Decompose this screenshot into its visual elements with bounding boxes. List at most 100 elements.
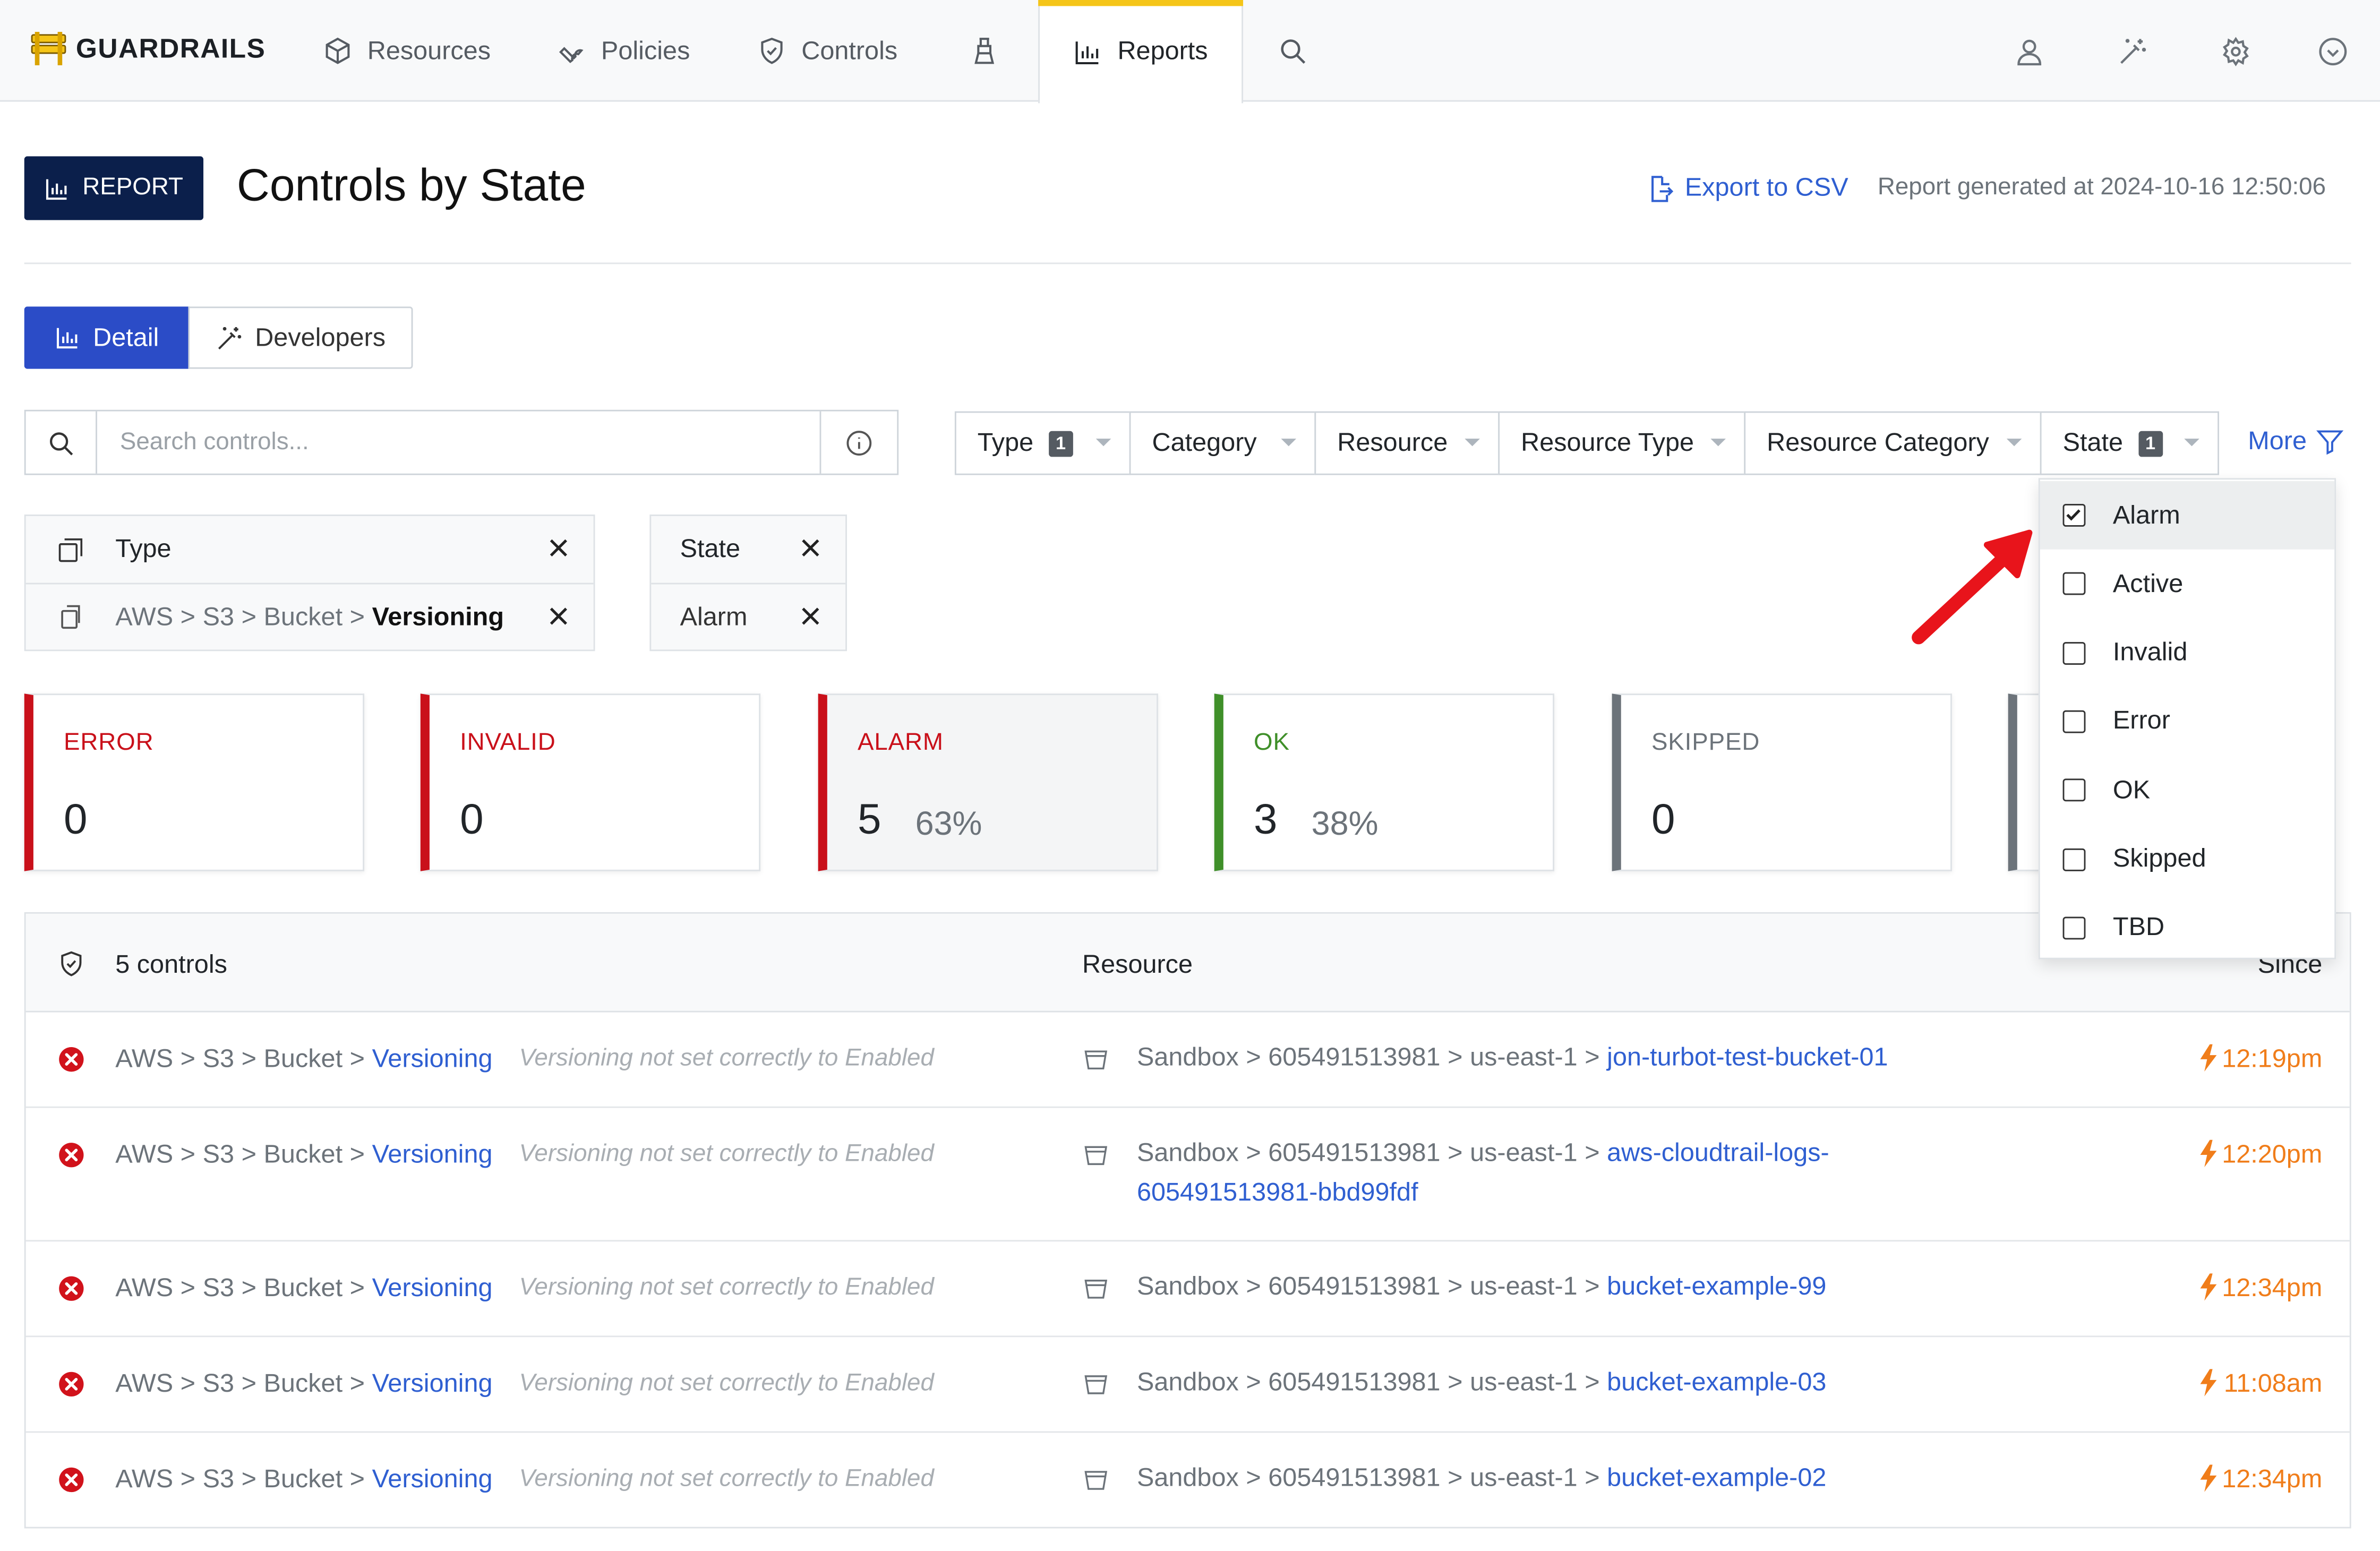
state-option-tbd[interactable]: TBD [2040, 894, 2335, 962]
detail-view-button[interactable]: Detail [24, 306, 190, 369]
state-option-alarm[interactable]: Alarm [2040, 481, 2335, 550]
card-error[interactable]: ERROR 0 [24, 693, 365, 871]
checkbox-icon[interactable] [2062, 641, 2086, 664]
checkbox-icon[interactable] [2062, 778, 2086, 802]
nav-policies-label: Policies [601, 36, 690, 65]
developers-view-button[interactable]: Developers [188, 306, 413, 369]
nav-search[interactable] [1278, 0, 1307, 102]
table-row[interactable]: AWS > S3 > Bucket > Versioning Versioning… [26, 1433, 2350, 1528]
control-type-breadcrumb: AWS > S3 > Bucket > Versioning [115, 1369, 492, 1399]
control-type-link[interactable]: Versioning [372, 1139, 493, 1169]
info-icon[interactable] [819, 411, 897, 474]
table-row[interactable]: AWS > S3 > Bucket > Versioning Versioning… [25, 1337, 2350, 1433]
table-row[interactable]: AWS > S3 > Bucket > Versioning Versioning… [25, 1013, 2350, 1108]
search-icon[interactable] [26, 411, 97, 474]
state-option-skipped[interactable]: Skipped [2040, 825, 2335, 894]
state-option-active[interactable]: Active [2040, 550, 2335, 619]
nav-policies[interactable]: Policies [557, 0, 690, 102]
resource-breadcrumb: Sandbox > 605491513981 > us-east-1 > buc… [1137, 1267, 1826, 1307]
export-csv-label: Export to CSV [1684, 173, 1848, 202]
checkbox-icon[interactable] [2062, 916, 2086, 939]
crumb-part: Bucket [263, 1044, 343, 1073]
control-type-link[interactable]: Versioning [372, 1369, 493, 1398]
search-input[interactable] [98, 411, 821, 474]
copy-icon [56, 535, 85, 564]
card-ok[interactable]: OK 3 38% [1214, 693, 1555, 871]
bucket-icon [1082, 1370, 1109, 1398]
checkbox-icon[interactable] [2062, 710, 2086, 733]
filter-category[interactable]: Category [1129, 411, 1316, 475]
resource-link[interactable]: bucket-example-02 [1607, 1463, 1827, 1492]
close-icon[interactable] [548, 537, 569, 559]
state-chip-value-label: Alarm [680, 602, 748, 631]
resource-link[interactable]: bucket-example-99 [1607, 1272, 1827, 1301]
brand-logo[interactable]: GUARDRAILS [30, 30, 266, 67]
crumb-separator: > [1585, 1138, 1600, 1168]
crumb-separator: > [349, 1139, 365, 1169]
resource-link[interactable]: aws-cloudtrail-logs- [1607, 1138, 1829, 1168]
control-type-link[interactable]: Versioning [372, 1044, 493, 1073]
crumb-separator: > [1246, 1138, 1261, 1168]
search-icon [1278, 37, 1307, 65]
chevron-circle-icon[interactable] [2318, 37, 2348, 67]
more-filters-label: More [2248, 426, 2307, 456]
resource-link-continued[interactable]: 605491513981-bbd99fdf [1136, 1178, 1418, 1207]
card-invalid[interactable]: INVALID 0 [420, 693, 761, 871]
nav-reports[interactable]: Reports [1038, 0, 1244, 104]
card-skipped[interactable]: SKIPPED 0 [1612, 693, 1952, 871]
state-option-ok[interactable]: OK [2040, 756, 2335, 825]
card-alarm[interactable]: ALARM 5 63% [818, 693, 1158, 871]
crumb-part: S3 [202, 1369, 235, 1398]
nav-flask[interactable] [970, 0, 999, 102]
card-invalid-value: 0 [460, 795, 484, 843]
magic-wand-icon[interactable] [2117, 37, 2147, 67]
crumb-separator: > [1246, 1367, 1261, 1396]
crumb-part: Sandbox [1136, 1272, 1239, 1301]
crumb-separator: > [180, 1464, 196, 1494]
resource-link[interactable]: bucket-example-03 [1607, 1367, 1827, 1396]
crumb-separator: > [180, 602, 196, 631]
filter-type[interactable]: Type 1 [954, 411, 1131, 475]
card-alarm-value: 5 [857, 795, 881, 843]
close-icon[interactable] [800, 606, 821, 627]
crumb-part: S3 [202, 1273, 235, 1303]
checkbox-icon[interactable] [2062, 572, 2086, 596]
controls-table: 5 controls Resource Since AWS > S3 > Buc… [24, 912, 2351, 1529]
nav-resources[interactable]: Resources [323, 0, 491, 102]
gear-icon[interactable] [2221, 37, 2251, 67]
nav-reports-label: Reports [1117, 36, 1208, 65]
crumb-part: Bucket [263, 1369, 343, 1398]
table-row[interactable]: AWS > S3 > Bucket > Versioning Versioning… [25, 1241, 2350, 1338]
filter-resource-category[interactable]: Resource Category [1744, 411, 2042, 475]
control-reason: Versioning not set correctly to Enabled [519, 1275, 934, 1301]
crumb-separator: > [1246, 1463, 1261, 1492]
user-icon[interactable] [2014, 37, 2044, 67]
crumb-separator: > [1246, 1042, 1261, 1072]
resource-link[interactable]: jon-turbot-test-bucket-01 [1607, 1042, 1888, 1072]
filter-resource-type[interactable]: Resource Type [1498, 411, 1746, 475]
card-alarm-label: ALARM [857, 730, 944, 756]
state-option-error[interactable]: Error [2040, 688, 2335, 756]
control-type-breadcrumb: AWS > S3 > Bucket > Versioning [115, 1140, 492, 1170]
state-option-label: Invalid [2112, 637, 2188, 667]
more-filters-button[interactable]: More [2248, 426, 2343, 457]
table-row[interactable]: AWS > S3 > Bucket > Versioning Versioning… [25, 1108, 2350, 1242]
crumb-separator: > [241, 1044, 256, 1073]
close-icon[interactable] [800, 537, 821, 559]
state-option-invalid[interactable]: Invalid [2040, 619, 2335, 687]
crumb-part: Bucket [263, 1273, 343, 1303]
state-option-label: Error [2112, 706, 2170, 735]
filter-state[interactable]: State 1 [2040, 411, 2219, 475]
nav-controls[interactable]: Controls [757, 0, 897, 102]
close-icon[interactable] [548, 606, 569, 627]
crumb-separator: > [349, 1044, 365, 1073]
checkbox-icon[interactable] [2062, 847, 2086, 871]
export-csv-link[interactable]: Export to CSV [1646, 173, 1848, 203]
checkbox-checked-icon[interactable] [2062, 503, 2086, 527]
crumb-separator: > [1448, 1463, 1463, 1492]
control-type-link[interactable]: Versioning [372, 1273, 493, 1303]
bucket-icon [1082, 1275, 1109, 1302]
filter-resource[interactable]: Resource [1314, 411, 1500, 475]
chevron-down-icon [2006, 439, 2022, 447]
control-type-link[interactable]: Versioning [372, 1464, 493, 1494]
